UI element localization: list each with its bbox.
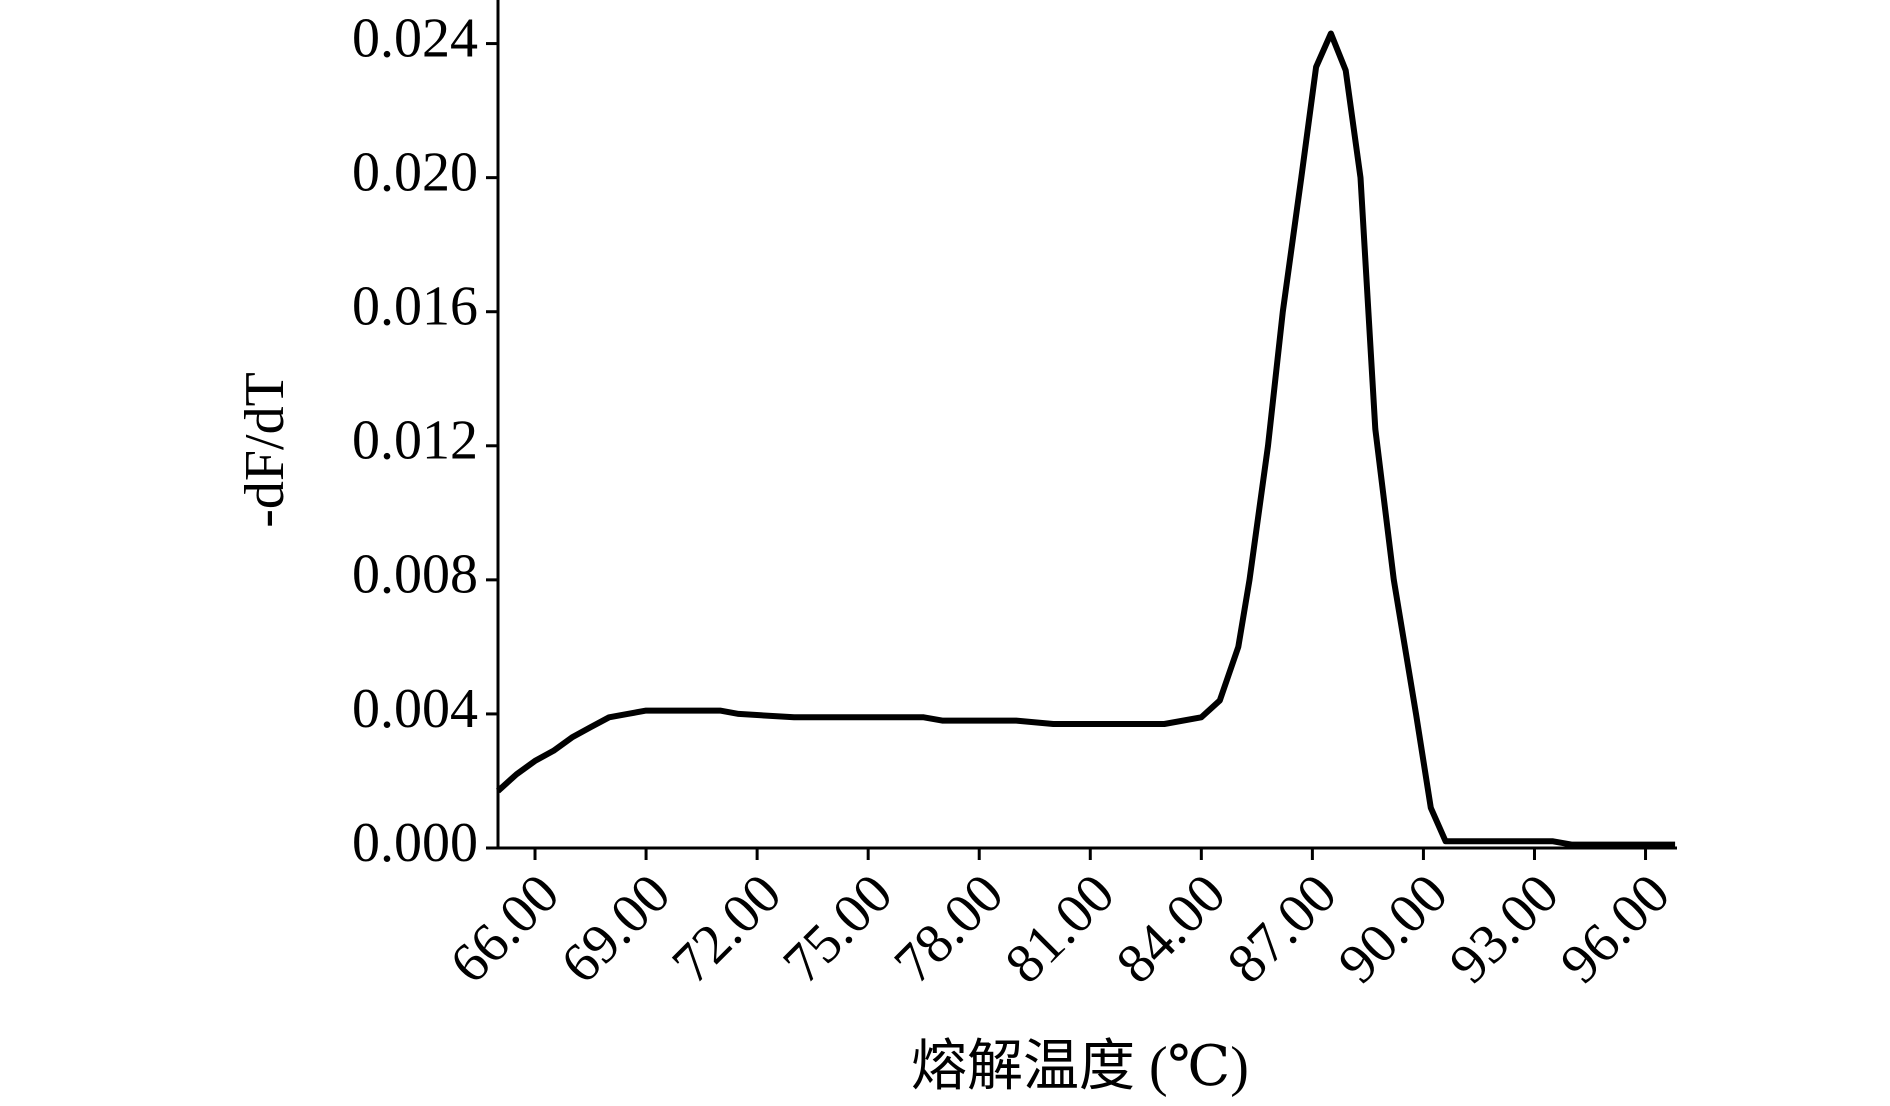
x-tick-label: 66.00 xyxy=(438,862,571,995)
x-tick-label: 87.00 xyxy=(1216,862,1349,995)
y-tick-label: 0.016 xyxy=(352,276,478,338)
y-tick-label: 0.000 xyxy=(352,812,478,874)
x-tick-label: 75.00 xyxy=(772,862,905,995)
x-tick-label: 78.00 xyxy=(883,862,1016,995)
x-axis-label: 熔解温度 (℃) xyxy=(911,1036,1249,1098)
x-tick-label: 72.00 xyxy=(660,862,793,995)
y-tick-label: 0.020 xyxy=(352,141,478,203)
x-tick-label: 69.00 xyxy=(549,862,682,995)
y-axis-label: -dF/dT xyxy=(234,372,296,528)
y-tick-label: 0.012 xyxy=(352,410,478,472)
y-tick-label: 0.024 xyxy=(352,7,478,69)
y-tick-label: 0.004 xyxy=(352,678,478,740)
x-tick-label: 81.00 xyxy=(994,862,1127,995)
y-tick-label: 0.008 xyxy=(352,544,478,606)
x-tick-label: 96.00 xyxy=(1549,862,1682,995)
data-line xyxy=(495,30,1676,848)
x-tick-label: 84.00 xyxy=(1105,862,1238,995)
x-tick-label: 90.00 xyxy=(1327,862,1460,995)
x-tick-label: 93.00 xyxy=(1438,862,1571,995)
